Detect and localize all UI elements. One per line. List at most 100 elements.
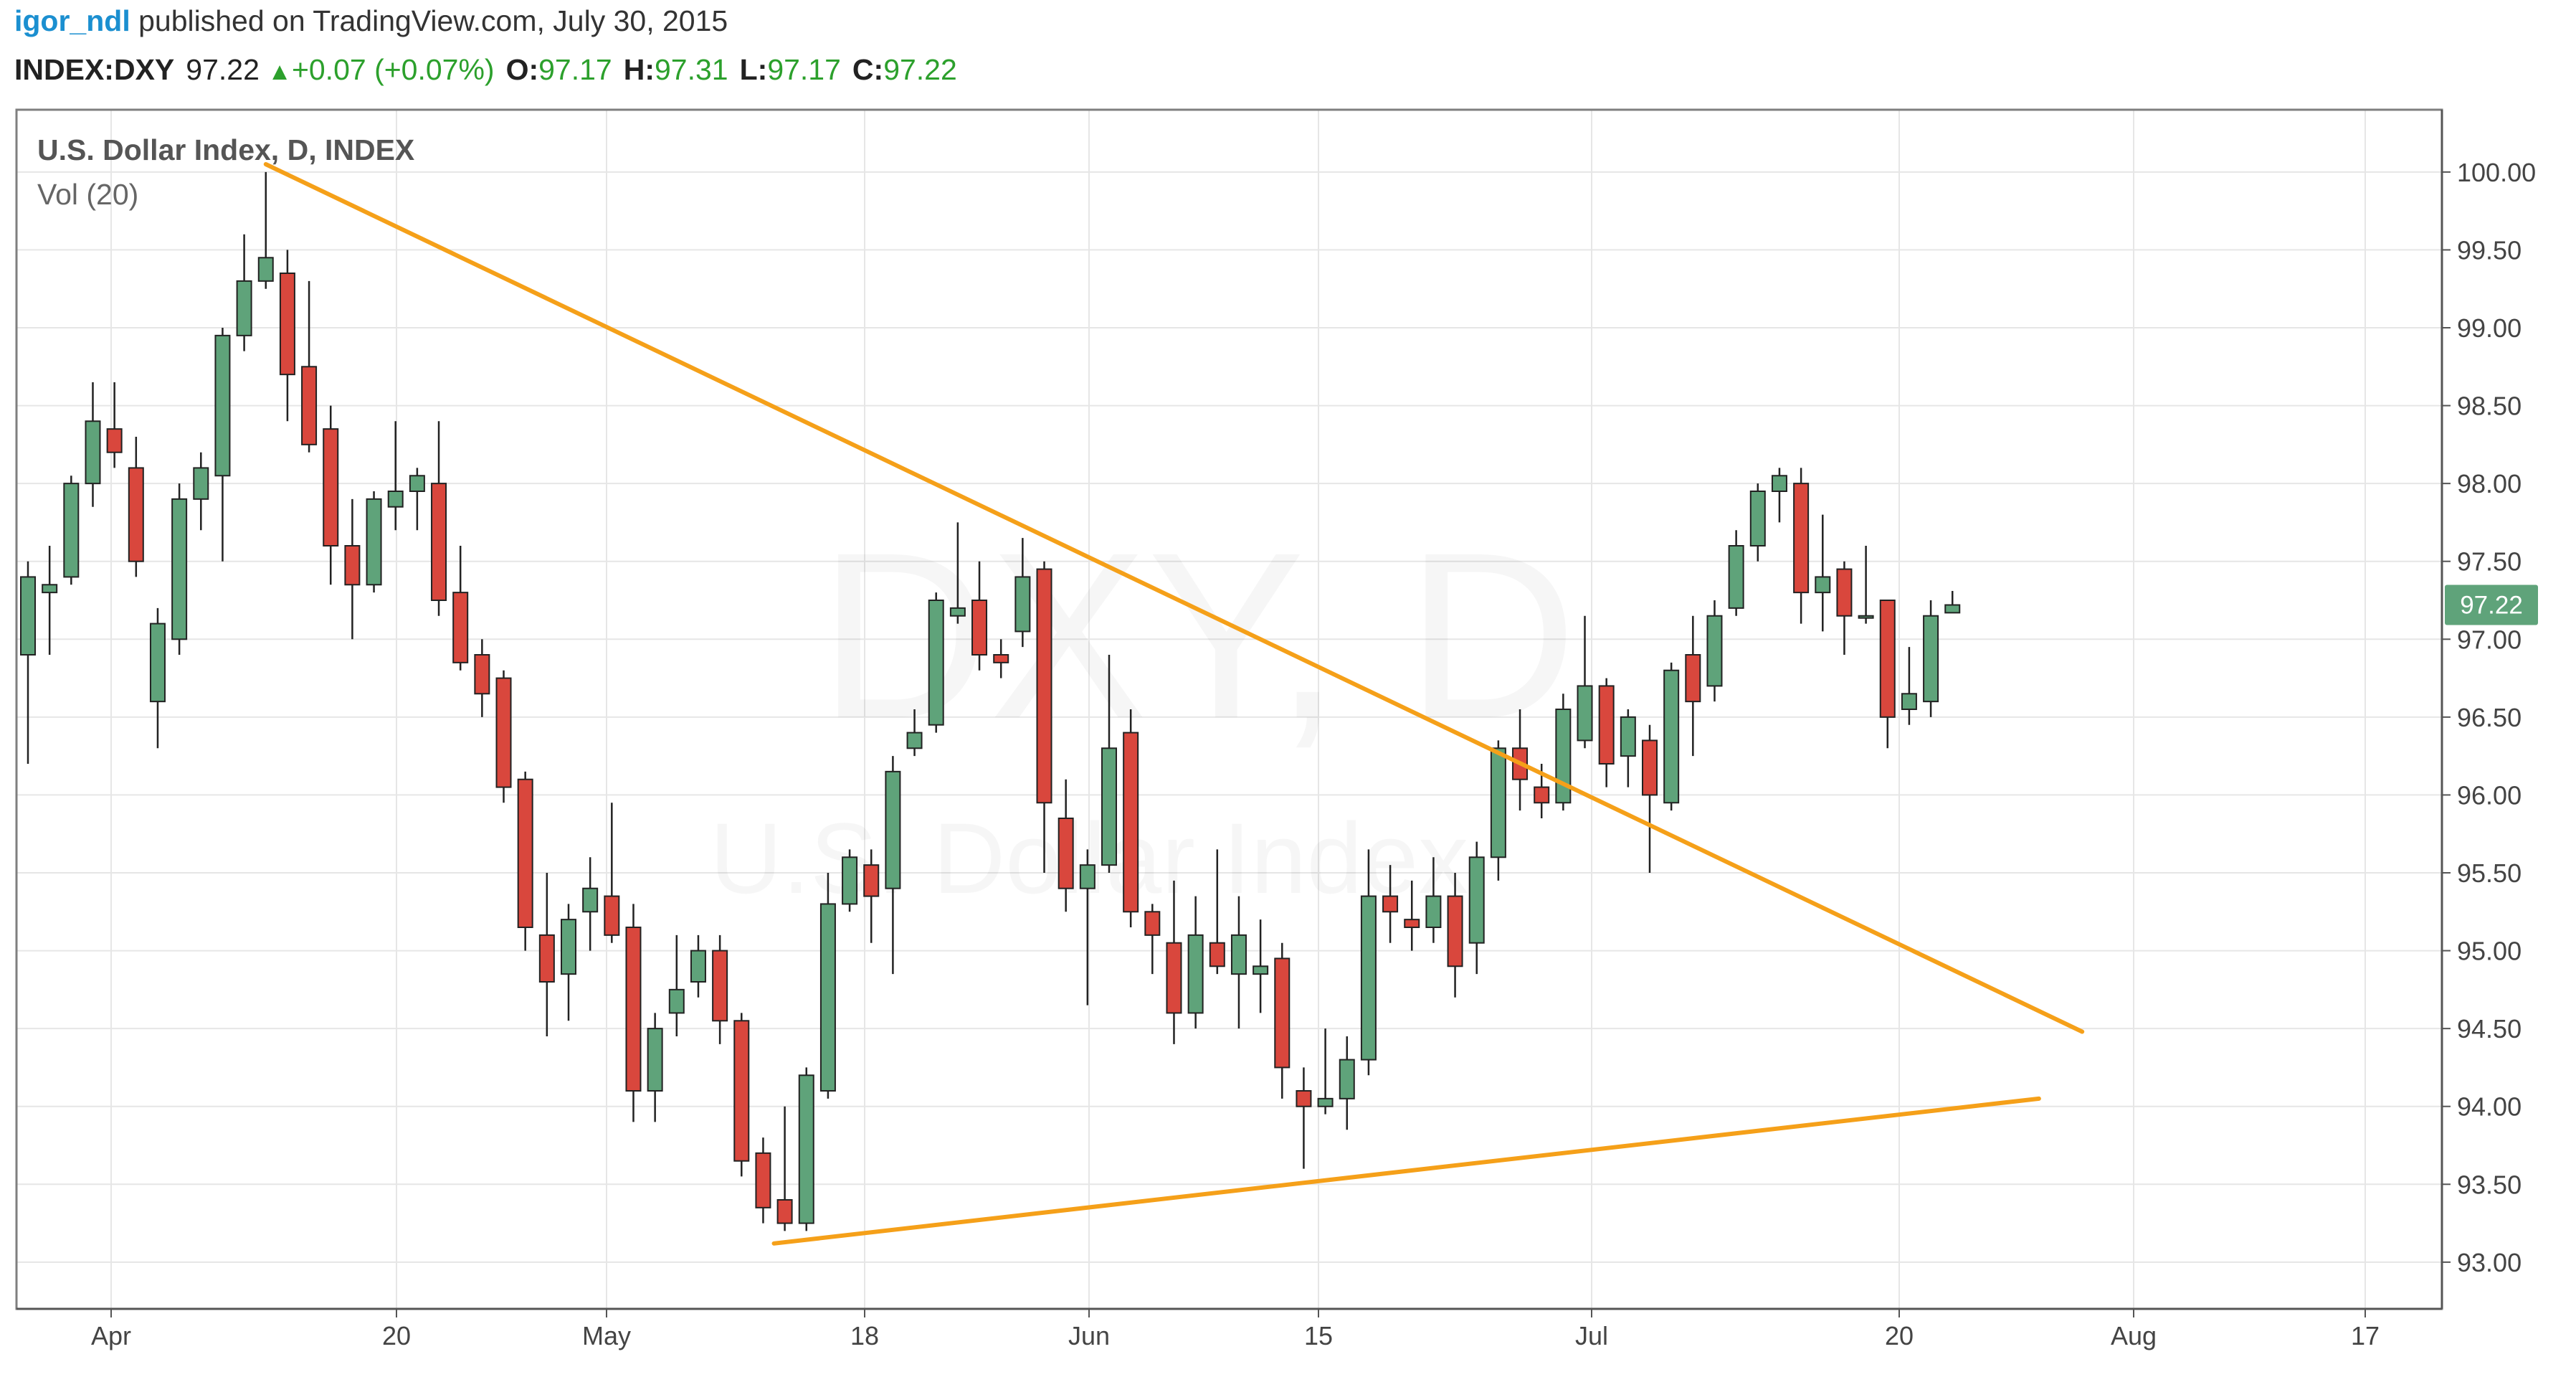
candle	[928, 592, 944, 733]
y-tick-label: 99.00	[2457, 313, 2522, 343]
candle-body-down	[495, 677, 512, 788]
x-tick-label: 17	[2351, 1321, 2380, 1350]
x-tick-label: 20	[1885, 1321, 1914, 1350]
candle-body-down	[1447, 895, 1463, 967]
y-tick-label: 93.00	[2457, 1248, 2522, 1277]
candle	[474, 639, 490, 717]
candle	[1944, 590, 1961, 614]
candle	[1360, 849, 1377, 1076]
candle-body-up	[949, 607, 966, 617]
candle	[1598, 678, 1615, 787]
candle-body-up	[1187, 934, 1204, 1014]
candle	[906, 709, 923, 757]
candle	[993, 639, 1009, 678]
candle-body-up	[193, 467, 209, 500]
candle	[387, 421, 404, 531]
candle-body-up	[1230, 934, 1247, 975]
candle-body-up	[1577, 685, 1593, 742]
candle	[971, 561, 988, 671]
candle-body-down	[106, 428, 123, 453]
candle	[1815, 514, 1831, 632]
candle	[452, 546, 469, 671]
candle-body-down	[625, 927, 642, 1092]
candles-series	[20, 171, 1961, 1231]
y-tick-label: 98.50	[2457, 392, 2522, 421]
candle	[42, 546, 58, 655]
candle	[63, 475, 80, 585]
candle-body-down	[755, 1152, 771, 1208]
candle	[1749, 483, 1766, 562]
volume-indicator-label[interactable]: Vol (20)	[37, 178, 138, 211]
x-tick-label: Jun	[1068, 1321, 1110, 1350]
candle-body-up	[1771, 475, 1787, 492]
candle-body-up	[1101, 747, 1117, 866]
y-axis: 100.00 99.50 99.00 98.50 98.00 97.50 97.00 96.5…	[2442, 158, 2536, 1277]
candle-body-down	[1382, 895, 1399, 913]
candle	[1058, 779, 1074, 912]
y-tick-label: 95.00	[2457, 937, 2522, 966]
candle-body-down	[971, 600, 988, 656]
x-tick-label: 20	[382, 1321, 411, 1350]
candle	[20, 561, 36, 764]
candle	[1728, 530, 1744, 616]
candle-body-up	[366, 498, 382, 586]
candle-body-down	[431, 483, 447, 602]
candle	[1166, 880, 1182, 1044]
candle	[1577, 615, 1593, 749]
candle-body-down	[1642, 739, 1658, 796]
candle-body-up	[690, 950, 706, 983]
candle-body-up	[1339, 1059, 1355, 1099]
candle-body-down	[604, 895, 620, 936]
candle-body-up	[1555, 709, 1572, 804]
candle-body-up	[1360, 895, 1377, 1061]
candle-body-up	[171, 498, 188, 640]
x-axis: Apr 20 May 18 Jun 15 Jul 20 Aug 17	[91, 1309, 2380, 1350]
candle	[1079, 849, 1095, 1005]
candle	[1144, 904, 1161, 975]
author-link[interactable]: igor_ndl	[14, 4, 130, 37]
y-tick-label: 97.00	[2457, 625, 2522, 654]
candle-body-up	[1815, 576, 1831, 594]
candle	[409, 468, 425, 531]
last-price: 97.22	[186, 53, 260, 86]
candle	[1468, 841, 1485, 975]
candle	[1339, 1036, 1355, 1130]
candle-body-up	[1014, 576, 1031, 633]
trendlines[interactable]	[263, 162, 2085, 1246]
publish-line: igor_ndl published on TradingView.com, J…	[14, 4, 728, 38]
candle	[582, 857, 599, 951]
candle	[1187, 896, 1204, 1029]
candle	[604, 803, 620, 943]
candle	[495, 670, 512, 803]
candle-body-up	[842, 856, 858, 905]
candle-body-down	[863, 864, 880, 897]
candle-body-down	[733, 1020, 750, 1162]
last-price-tag-text: 97.22	[2460, 592, 2523, 620]
candle-body-up	[1901, 693, 1917, 710]
y-tick-label: 95.50	[2457, 858, 2522, 888]
candle-body-up	[582, 887, 599, 913]
candle	[625, 904, 642, 1122]
candle-body-up	[1728, 545, 1744, 609]
candle	[106, 382, 123, 468]
x-tick-label: Apr	[91, 1321, 131, 1350]
candle-body-up	[236, 280, 252, 336]
low-value: 97.17	[767, 53, 841, 86]
candle	[647, 1013, 663, 1122]
candle-body-down	[517, 778, 533, 928]
candle-body-up	[1663, 669, 1680, 804]
chart-grid	[16, 110, 2442, 1309]
candle-body-up	[1944, 604, 1961, 614]
candle-body-down	[1296, 1090, 1312, 1107]
candle-body-down	[1058, 818, 1074, 889]
candle	[1101, 655, 1117, 873]
candle-body-up	[819, 903, 836, 1092]
candle	[1123, 709, 1139, 927]
candle	[842, 849, 858, 912]
candle	[819, 873, 836, 1099]
candle	[344, 498, 361, 640]
candle	[1230, 896, 1247, 1029]
candle	[712, 934, 728, 1044]
candle-body-up	[1749, 491, 1766, 546]
